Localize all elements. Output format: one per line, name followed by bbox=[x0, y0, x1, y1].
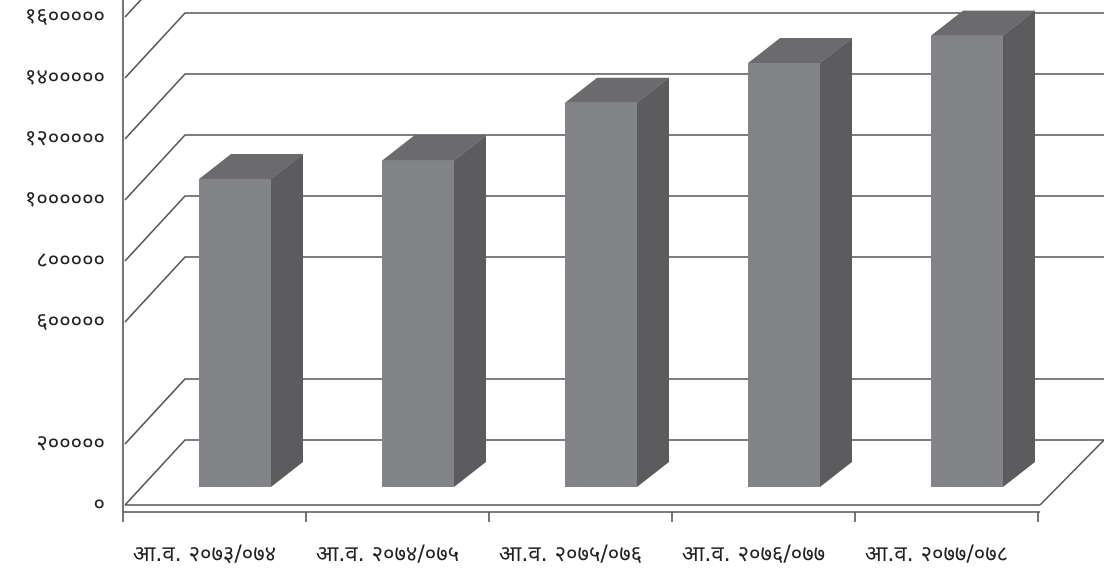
y-tick-label: २००००० bbox=[36, 431, 105, 456]
bar bbox=[748, 38, 852, 488]
bar bbox=[565, 77, 669, 487]
bar-top bbox=[382, 135, 486, 161]
y-tick-label: १४००००० bbox=[25, 65, 105, 90]
y-tick-label: ८००००० bbox=[36, 248, 105, 273]
bar-top bbox=[199, 153, 303, 179]
bar-front bbox=[931, 35, 1003, 487]
x-tick-label: आ.व. २०७५/०७६ bbox=[499, 542, 642, 567]
bar-top bbox=[931, 10, 1035, 36]
bar-front bbox=[382, 160, 454, 487]
bar-side bbox=[637, 77, 669, 487]
y-tick-label: १६००००० bbox=[25, 4, 105, 29]
grid-line bbox=[124, 0, 142, 18]
bar-front bbox=[748, 63, 820, 488]
y-tick-label: १२००००० bbox=[25, 126, 105, 151]
bar-front bbox=[199, 178, 271, 487]
bar-side bbox=[454, 135, 486, 487]
bar-top bbox=[565, 77, 669, 103]
x-tick-label: आ.व. २०७३/०७४ bbox=[133, 542, 276, 567]
bar bbox=[931, 10, 1035, 487]
x-tick-label: आ.व. २०७४/०७५ bbox=[316, 542, 459, 567]
y-tick-label: १०००००० bbox=[25, 187, 105, 212]
bar-side bbox=[820, 38, 852, 488]
bar-top bbox=[748, 38, 852, 64]
y-tick-label: ० bbox=[94, 492, 105, 517]
bar-side bbox=[271, 153, 303, 487]
x-tick-label: आ.व. २०७६/०७७ bbox=[682, 542, 825, 567]
bar bbox=[199, 153, 303, 487]
floor-right bbox=[1039, 439, 1104, 506]
bar bbox=[382, 135, 486, 487]
bar-side bbox=[1003, 10, 1035, 487]
bar-front bbox=[565, 102, 637, 487]
grid-line bbox=[124, 12, 1104, 79]
x-tick-label: आ.व. २०७७/०७८ bbox=[865, 542, 1008, 567]
y-tick-label: ६००००० bbox=[36, 309, 105, 334]
